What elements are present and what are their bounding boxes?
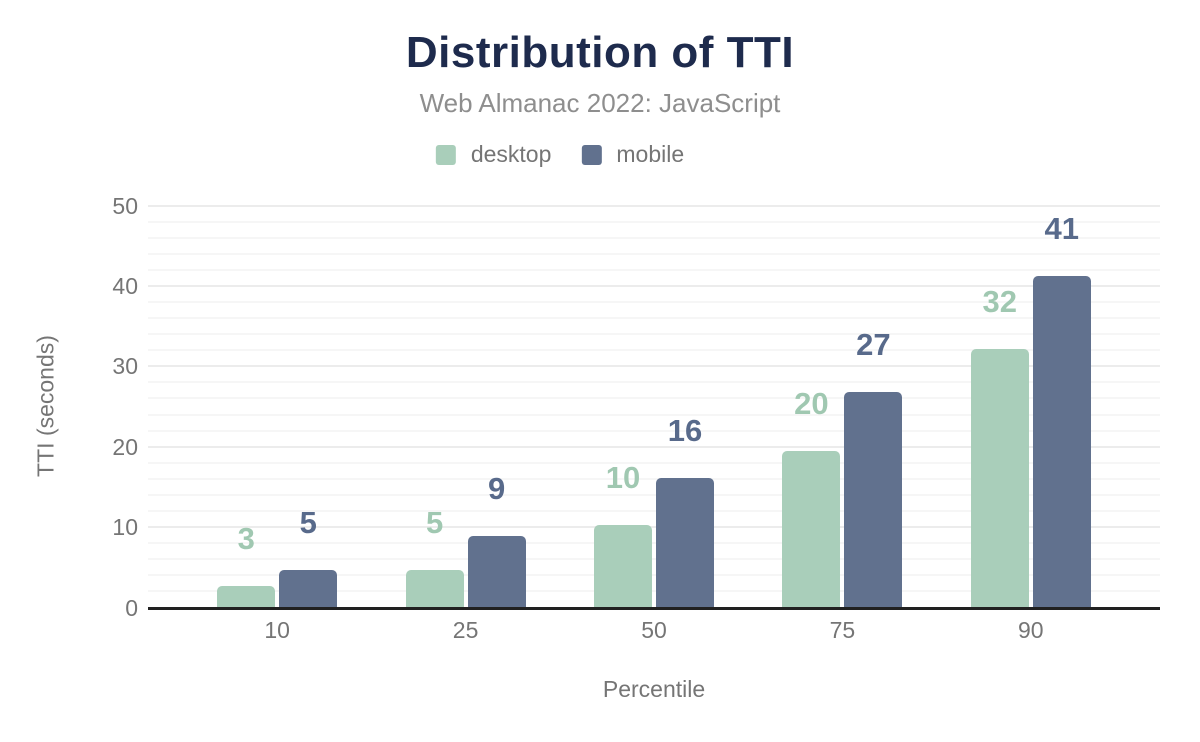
- chart-subtitle: Web Almanac 2022: JavaScript: [419, 88, 781, 118]
- y-axis-tick-label: 0: [125, 594, 138, 621]
- bar-mobile-p25: [467, 535, 526, 608]
- y-axis-tick-label: 20: [112, 433, 138, 460]
- gridline-minor: [148, 381, 1160, 384]
- legend-item-desktop: desktop: [435, 141, 552, 168]
- x-axis-tick-label: 50: [641, 617, 667, 643]
- bar-mobile-p50: [656, 478, 714, 608]
- bar-value-label-mobile-p90: 41: [1044, 211, 1080, 247]
- gridline-minor: [148, 542, 1160, 545]
- gridline-minor: [148, 558, 1160, 561]
- bar-mobile-p90: [1032, 276, 1091, 608]
- y-axis-tick-label: 40: [112, 272, 138, 299]
- bar-value-label-desktop-p10: 3: [237, 520, 255, 556]
- x-axis-line: [148, 606, 1160, 610]
- chart-title: Distribution of TTI: [405, 28, 795, 77]
- legend-label-mobile: mobile: [616, 141, 685, 167]
- x-axis-tick-label: 10: [264, 617, 290, 643]
- legend-swatch-mobile: [581, 144, 602, 165]
- gridline-minor: [148, 397, 1160, 400]
- gridline-minor: [148, 590, 1160, 593]
- gridline-major: [148, 526, 1160, 529]
- bar-value-label-mobile-p50: 16: [667, 413, 703, 449]
- gridline-major: [148, 445, 1160, 448]
- bar-value-label-desktop-p90: 32: [982, 284, 1018, 320]
- y-axis-title: TTI (seconds): [32, 335, 59, 477]
- bar-desktop-p10: [217, 585, 276, 608]
- y-axis-tick-label: 50: [112, 192, 138, 219]
- bar-desktop-p50: [594, 525, 652, 608]
- bar-desktop-p90: [970, 349, 1029, 608]
- gridline-minor: [148, 493, 1160, 496]
- gridline-major: [148, 284, 1160, 287]
- bar-value-label-desktop-p50: 10: [605, 460, 641, 496]
- y-axis-tick-label: 30: [112, 353, 138, 380]
- x-axis-tick-label: 75: [829, 617, 856, 643]
- bar-value-label-mobile-p25: 9: [487, 470, 506, 506]
- gridline-minor: [148, 317, 1160, 320]
- gridline-minor: [148, 268, 1160, 271]
- gridline-minor: [148, 510, 1160, 513]
- gridline-minor: [148, 477, 1160, 480]
- bar-value-label-desktop-p75: 20: [794, 385, 829, 421]
- x-axis-title: Percentile: [602, 676, 706, 702]
- gridline-minor: [148, 429, 1160, 432]
- gridline-minor: [148, 413, 1160, 416]
- bar-mobile-p75: [844, 392, 903, 608]
- gridline-minor: [148, 300, 1160, 303]
- gridline-minor: [148, 574, 1160, 577]
- gridline-minor: [148, 252, 1160, 255]
- legend-swatch-desktop: [435, 144, 456, 165]
- gridline-minor: [148, 333, 1160, 336]
- gridline-minor: [148, 236, 1160, 239]
- gridline-minor: [148, 461, 1160, 464]
- gridline-major: [148, 204, 1160, 207]
- bar-value-label-mobile-p10: 5: [299, 504, 317, 540]
- legend-label-desktop: desktop: [470, 141, 552, 167]
- bar-desktop-p75: [782, 450, 841, 608]
- gridline-major: [148, 365, 1160, 368]
- legend: desktop mobile: [435, 141, 684, 168]
- legend-item-mobile: mobile: [581, 141, 684, 168]
- bar-desktop-p25: [405, 569, 464, 608]
- x-axis-tick-label: 25: [452, 617, 479, 643]
- bar-value-label-desktop-p25: 5: [425, 504, 444, 540]
- gridline-minor: [148, 349, 1160, 352]
- bar-mobile-p10: [279, 569, 338, 608]
- y-axis-tick-label: 10: [112, 514, 138, 541]
- x-axis-tick-label: 90: [1018, 617, 1044, 643]
- bar-value-label-mobile-p75: 27: [856, 327, 891, 363]
- gridline-minor: [148, 220, 1160, 223]
